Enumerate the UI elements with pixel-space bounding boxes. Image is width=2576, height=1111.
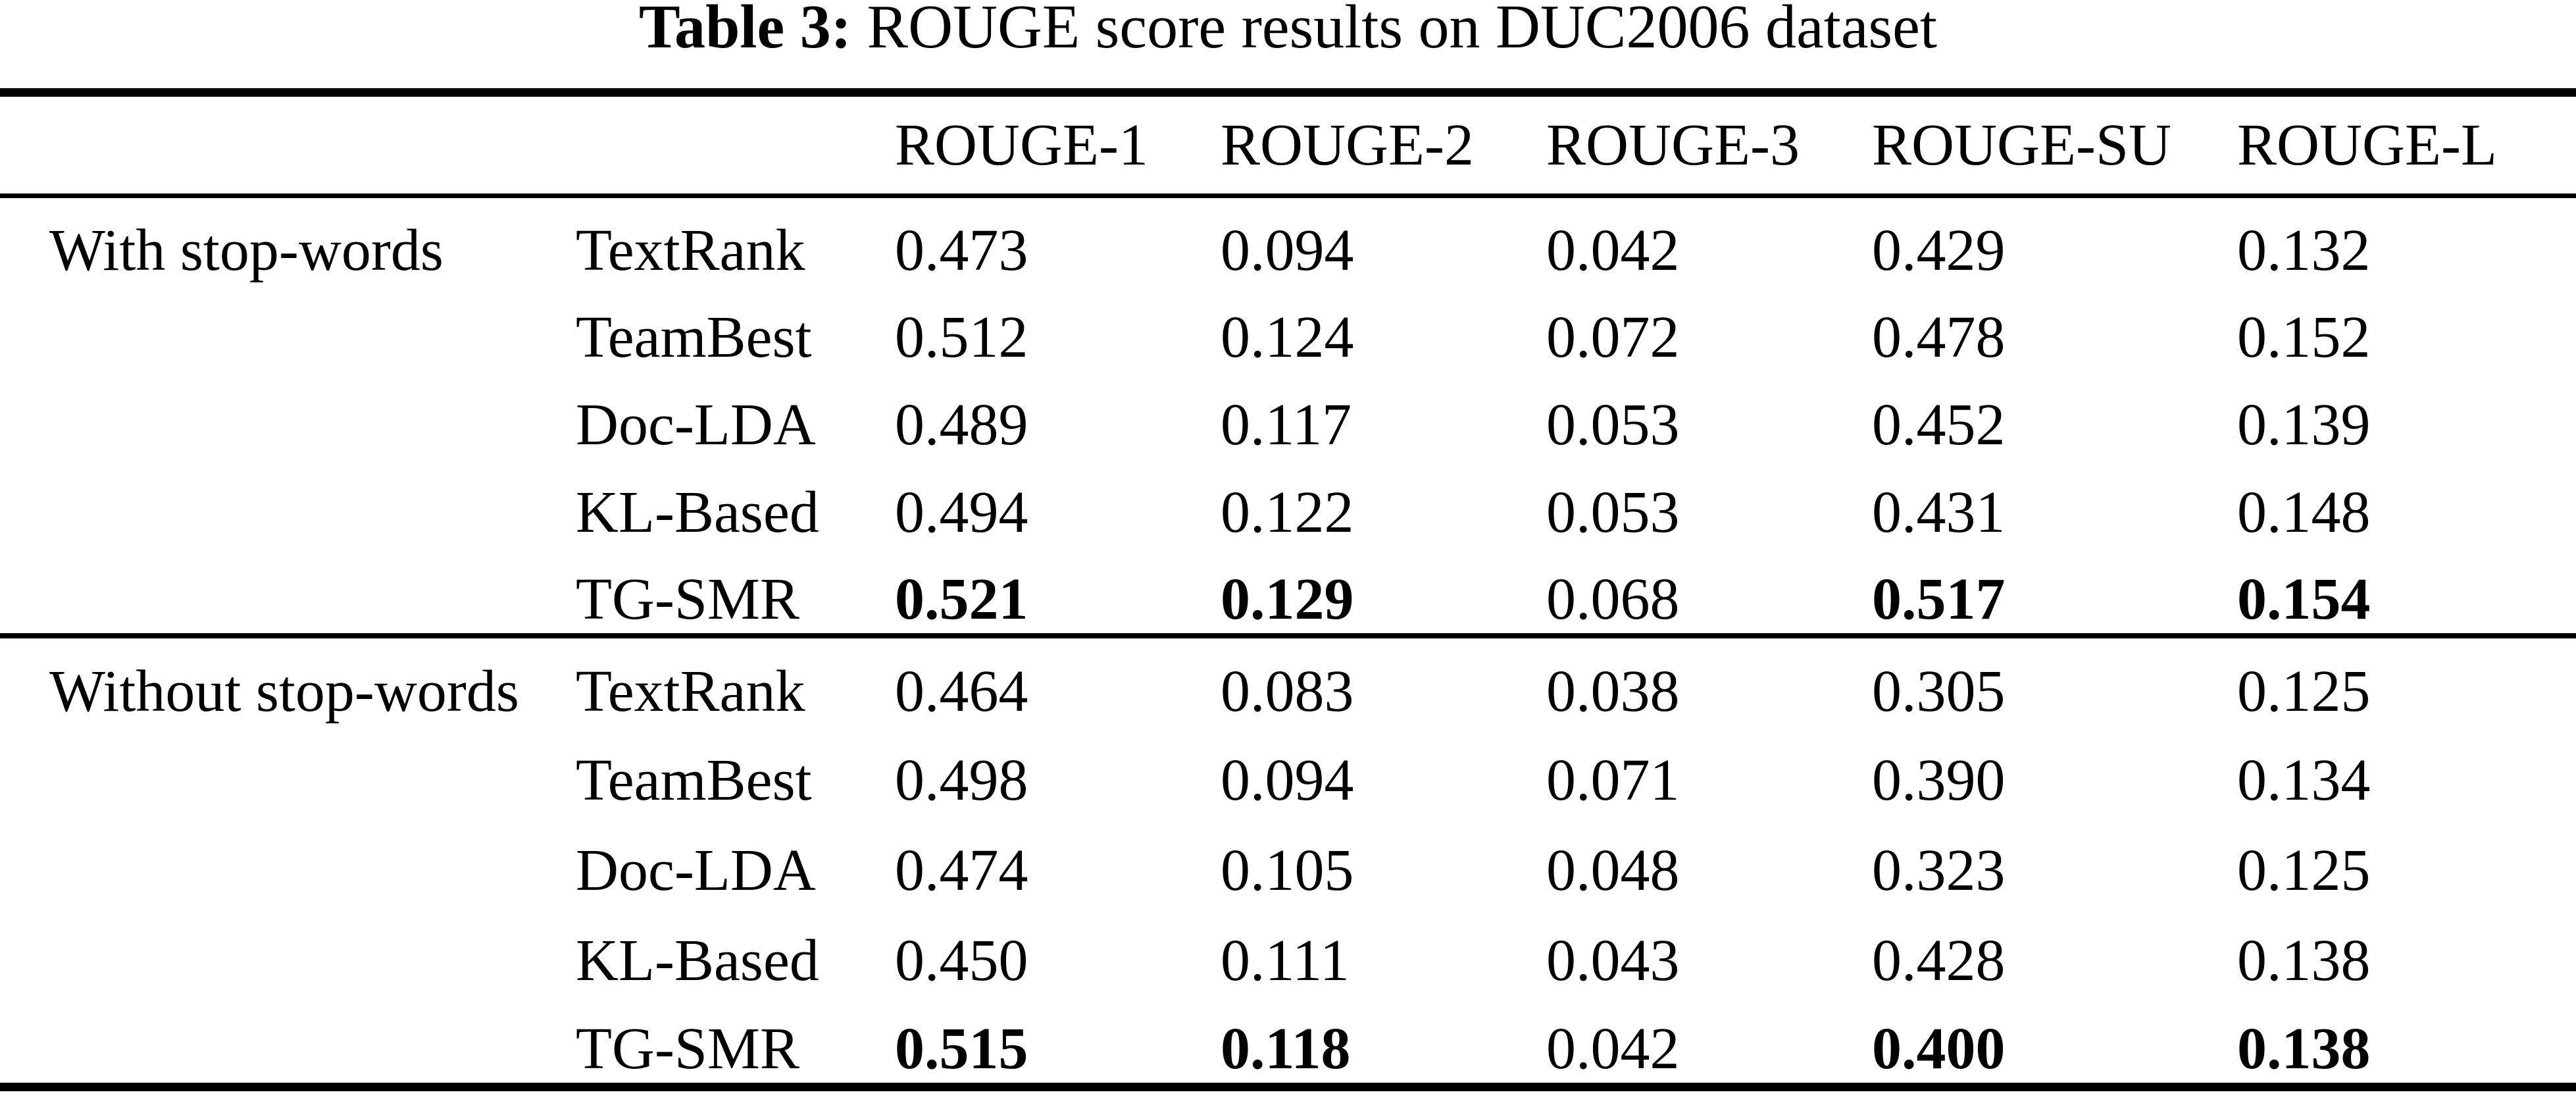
cell-value: 0.400: [1872, 1016, 2006, 1081]
cell-value: 0.129: [1221, 567, 1354, 632]
cell-value: 0.478: [1872, 305, 2006, 370]
method-label: KL-Based: [576, 928, 819, 993]
method-label: TeamBest: [576, 748, 812, 813]
method-label: TextRank: [576, 218, 805, 283]
cell-value: 0.038: [1546, 659, 1680, 724]
cell-value: 0.042: [1546, 218, 1680, 283]
cell-value: 0.474: [895, 838, 1028, 903]
rouge-results-table: ROUGE-1 ROUGE-2 ROUGE-3 ROUGE-SU ROUGE-L…: [0, 88, 2576, 1091]
header-group-spacer: [0, 93, 526, 196]
cell-value: 0.072: [1546, 305, 1680, 370]
cell-spacer: [0, 996, 526, 1087]
cell-value: 0.048: [1546, 838, 1680, 903]
cell-spacer: [0, 459, 526, 547]
cell-spacer: [0, 816, 526, 906]
cell-value: 0.512: [895, 305, 1028, 370]
cell-value: 0.390: [1872, 748, 2006, 813]
cell-value: 0.118: [1221, 1016, 1351, 1081]
cell-value: 0.105: [1221, 838, 1354, 903]
section-with-stop-words: With stop-words TextRank 0.473 0.094 0.0…: [0, 196, 2576, 636]
cell-value: 0.053: [1546, 480, 1680, 545]
column-header-rouge-su: ROUGE-SU: [1872, 113, 2172, 178]
table-row: KL-Based 0.450 0.111 0.043 0.428 0.138: [0, 906, 2576, 996]
cell-value: 0.134: [2237, 748, 2371, 813]
cell-value: 0.429: [1872, 218, 2006, 283]
header-method-spacer: [526, 93, 846, 196]
table-caption: Table 3: ROUGE score results on DUC2006 …: [0, 0, 2576, 63]
cell-value: 0.305: [1872, 659, 2006, 724]
header-row: ROUGE-1 ROUGE-2 ROUGE-3 ROUGE-SU ROUGE-L: [0, 93, 2576, 196]
cell-value: 0.124: [1221, 305, 1354, 370]
table-row: TeamBest 0.498 0.094 0.071 0.390 0.134: [0, 726, 2576, 816]
cell-spacer: [0, 284, 526, 372]
cell-value: 0.428: [1872, 928, 2006, 993]
method-label: TG-SMR: [576, 1016, 800, 1081]
cell-value: 0.068: [1546, 567, 1680, 632]
cell-value: 0.521: [895, 567, 1028, 632]
method-label: Doc-LDA: [576, 838, 816, 903]
cell-value: 0.450: [895, 928, 1028, 993]
cell-value: 0.125: [2237, 838, 2371, 903]
method-label: TextRank: [576, 659, 805, 724]
cell-value: 0.094: [1221, 218, 1354, 283]
cell-value: 0.473: [895, 218, 1028, 283]
cell-value: 0.148: [2237, 480, 2371, 545]
method-label: TG-SMR: [576, 567, 800, 632]
cell-value: 0.464: [895, 659, 1028, 724]
cell-value: 0.094: [1221, 748, 1354, 813]
section-without-stop-words: Without stop-words TextRank 0.464 0.083 …: [0, 636, 2576, 1087]
cell-value: 0.138: [2237, 1016, 2371, 1081]
table-row: With stop-words TextRank 0.473 0.094 0.0…: [0, 196, 2576, 285]
cell-value: 0.122: [1221, 480, 1354, 545]
cell-value: 0.083: [1221, 659, 1354, 724]
cell-value: 0.053: [1546, 392, 1680, 457]
group-label: Without stop-words: [49, 659, 519, 724]
table-row: Doc-LDA 0.474 0.105 0.048 0.323 0.125: [0, 816, 2576, 906]
group-label: With stop-words: [49, 218, 443, 283]
cell-value: 0.323: [1872, 838, 2006, 903]
table-row: Doc-LDA 0.489 0.117 0.053 0.452 0.139: [0, 372, 2576, 459]
cell-value: 0.132: [2237, 218, 2371, 283]
table-caption-label: Table 3:: [639, 0, 852, 61]
cell-value: 0.043: [1546, 928, 1680, 993]
cell-value: 0.071: [1546, 748, 1680, 813]
cell-value: 0.431: [1872, 480, 2006, 545]
cell-value: 0.117: [1221, 392, 1352, 457]
method-label: Doc-LDA: [576, 392, 816, 457]
cell-value: 0.489: [895, 392, 1028, 457]
table-header-row: ROUGE-1 ROUGE-2 ROUGE-3 ROUGE-SU ROUGE-L: [0, 93, 2576, 196]
cell-value: 0.125: [2237, 659, 2371, 724]
cell-value: 0.139: [2237, 392, 2371, 457]
column-header-rouge-3: ROUGE-3: [1546, 113, 1800, 178]
cell-value: 0.515: [895, 1016, 1028, 1081]
column-header-rouge-1: ROUGE-1: [895, 113, 1148, 178]
cell-value: 0.498: [895, 748, 1028, 813]
cell-value: 0.154: [2237, 567, 2371, 632]
table-row: KL-Based 0.494 0.122 0.053 0.431 0.148: [0, 459, 2576, 547]
table-caption-text: ROUGE score results on DUC2006 dataset: [867, 0, 1937, 61]
column-header-rouge-l: ROUGE-L: [2237, 113, 2497, 178]
cell-value: 0.138: [2237, 928, 2371, 993]
table-row: TG-SMR 0.515 0.118 0.042 0.400 0.138: [0, 996, 2576, 1087]
method-label: KL-Based: [576, 480, 819, 545]
cell-spacer: [0, 726, 526, 816]
cell-value: 0.517: [1872, 567, 2006, 632]
cell-value: 0.111: [1221, 928, 1350, 993]
table-row: Without stop-words TextRank 0.464 0.083 …: [0, 636, 2576, 726]
cell-value: 0.494: [895, 480, 1028, 545]
method-label: TeamBest: [576, 305, 812, 370]
cell-spacer: [0, 372, 526, 459]
table-row: TeamBest 0.512 0.124 0.072 0.478 0.152: [0, 284, 2576, 372]
cell-value: 0.152: [2237, 305, 2371, 370]
cell-value: 0.042: [1546, 1016, 1680, 1081]
cell-spacer: [0, 906, 526, 996]
cell-spacer: [0, 547, 526, 636]
cell-value: 0.452: [1872, 392, 2006, 457]
table-row: TG-SMR 0.521 0.129 0.068 0.517 0.154: [0, 547, 2576, 636]
column-header-rouge-2: ROUGE-2: [1221, 113, 1474, 178]
